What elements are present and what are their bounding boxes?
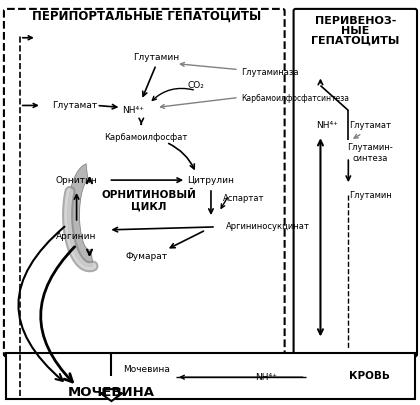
Text: Глутамин: Глутамин [133, 53, 179, 62]
Text: синтеза: синтеза [352, 154, 388, 163]
Text: NH⁴⁺: NH⁴⁺ [255, 373, 277, 382]
Text: CO₂: CO₂ [188, 81, 205, 90]
Text: NH⁴⁺: NH⁴⁺ [122, 106, 144, 115]
Text: ГЕПАТОЦИТЫ: ГЕПАТОЦИТЫ [311, 36, 399, 46]
Text: НЫЕ: НЫЕ [341, 26, 370, 36]
Text: NH⁴⁺: NH⁴⁺ [317, 121, 339, 130]
Text: ОРНИТИНОВЫЙ: ОРНИТИНОВЫЙ [102, 190, 197, 200]
Text: Глутамин-: Глутамин- [347, 143, 393, 152]
Text: ПЕРИПОРТАЛЬНЫЕ ГЕПАТОЦИТЫ: ПЕРИПОРТАЛЬНЫЕ ГЕПАТОЦИТЫ [32, 9, 261, 22]
Text: Цитрулин: Цитрулин [187, 176, 234, 185]
Text: Карбамоилфосфатсинтеза: Карбамоилфосфатсинтеза [241, 94, 349, 103]
Text: КРОВЬ: КРОВЬ [349, 371, 390, 381]
FancyArrow shape [100, 389, 122, 401]
Text: Аргининосукцинат: Аргининосукцинат [226, 222, 310, 231]
Text: Глутамин: Глутамин [349, 190, 391, 200]
Text: МОЧЕВИНА: МОЧЕВИНА [68, 386, 155, 399]
FancyBboxPatch shape [294, 9, 417, 356]
Text: ЦИКЛ: ЦИКЛ [131, 202, 167, 212]
Text: Аргинин: Аргинин [56, 232, 97, 241]
Text: Карбамоилфосфат: Карбамоилфосфат [105, 133, 188, 142]
Text: Глутамат: Глутамат [349, 121, 391, 130]
Text: Орнитин: Орнитин [55, 176, 97, 185]
Text: Мочевина: Мочевина [123, 365, 170, 374]
Text: ПЕРИВЕНОЗ-: ПЕРИВЕНОЗ- [315, 16, 396, 26]
FancyBboxPatch shape [4, 9, 285, 356]
Bar [6, 353, 415, 399]
Text: Фумарат: Фумарат [125, 252, 167, 261]
Text: Глутаминаза: Глутаминаза [241, 68, 298, 77]
Text: Аспартат: Аспартат [223, 194, 265, 202]
Text: Глутамат: Глутамат [52, 101, 97, 110]
PathPatch shape [68, 164, 93, 267]
